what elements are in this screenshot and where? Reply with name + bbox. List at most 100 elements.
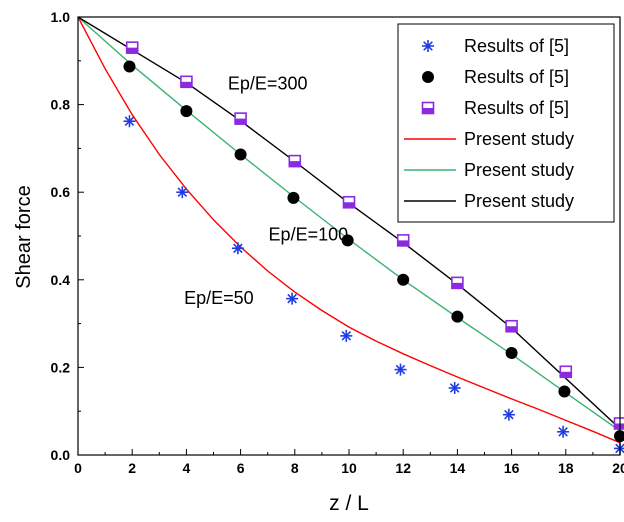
y-tick-label: 0.6 bbox=[51, 184, 71, 200]
data-point-s1-9 bbox=[614, 430, 624, 443]
annotations: Ep/E=300 Ep/E=100 Ep/E=50 bbox=[184, 73, 348, 308]
data-point-s0-6 bbox=[448, 381, 461, 394]
data-point-s1-2 bbox=[234, 148, 247, 161]
data-point-s0-4-stroke bbox=[341, 331, 352, 341]
y-tick-label: 0.8 bbox=[51, 97, 71, 113]
data-point-s1-8-dot bbox=[558, 385, 571, 398]
curve-annotation: Ep/E=300 bbox=[228, 73, 308, 93]
data-point-s1-4-dot bbox=[341, 234, 354, 247]
data-point-s2-9 bbox=[613, 417, 624, 430]
y-tick-label: 0.4 bbox=[51, 272, 71, 288]
data-point-s0-4 bbox=[340, 329, 353, 342]
x-tick-label: 20 bbox=[612, 460, 624, 476]
data-point-s1-9-dot bbox=[614, 430, 624, 443]
data-point-s1-7 bbox=[505, 346, 518, 359]
data-point-s2-4-fill bbox=[343, 202, 355, 208]
legend-label: Present study bbox=[464, 129, 574, 149]
curve-annotation: Ep/E=100 bbox=[269, 224, 349, 244]
legend-marker-key bbox=[421, 101, 435, 115]
legend-marker-key-stroke bbox=[423, 41, 433, 51]
data-point-s0-5-stroke bbox=[395, 364, 406, 375]
data-point-s1-7-dot bbox=[505, 346, 518, 359]
x-tick-label: 0 bbox=[74, 460, 82, 476]
y-axis-label: Shear force bbox=[13, 185, 35, 288]
data-point-s2-7 bbox=[505, 319, 518, 333]
data-point-s2-6-fill bbox=[451, 282, 463, 289]
data-point-s2-2-fill bbox=[235, 118, 247, 125]
data-point-s2-0 bbox=[125, 41, 139, 54]
legend-box bbox=[397, 23, 615, 223]
data-point-s0-0-stroke bbox=[124, 116, 135, 127]
y-tick-label: 0.2 bbox=[51, 359, 71, 375]
x-tick-label: 6 bbox=[237, 460, 245, 476]
series-line-3 bbox=[78, 17, 620, 444]
series-markers bbox=[123, 41, 624, 455]
y-tick-label: 0.0 bbox=[51, 447, 71, 463]
data-point-s2-9-fill bbox=[614, 423, 624, 429]
x-tick-label: 12 bbox=[395, 460, 411, 476]
curve-annotation: Ep/E=50 bbox=[184, 288, 254, 308]
data-point-s0-2 bbox=[231, 242, 244, 255]
data-point-s0-3-stroke bbox=[287, 293, 297, 304]
data-point-s2-4 bbox=[342, 195, 356, 209]
data-point-s1-1 bbox=[180, 105, 193, 118]
legend-label: Present study bbox=[464, 160, 574, 180]
data-point-s1-3-dot bbox=[287, 191, 300, 204]
legend-label: Results of [5] bbox=[464, 98, 569, 118]
data-point-s2-1 bbox=[180, 75, 193, 89]
legend-label: Results of [5] bbox=[464, 36, 569, 56]
data-point-s2-5 bbox=[396, 234, 410, 247]
data-point-s1-4 bbox=[341, 234, 354, 247]
data-point-s0-7 bbox=[502, 408, 515, 421]
data-point-s2-3-fill bbox=[289, 161, 301, 167]
legend-label: Results of [5] bbox=[464, 67, 569, 87]
data-point-s1-2-dot bbox=[234, 148, 247, 161]
x-tick-label: 4 bbox=[183, 460, 191, 476]
data-point-s2-3 bbox=[288, 154, 302, 168]
axes: 0 2 4 6 8 10 12 14 16 18 20 0.0 0.2 0.4 0.6 0.8 1.0 bbox=[51, 9, 624, 476]
data-point-s2-1-fill bbox=[180, 81, 192, 88]
data-point-s0-9 bbox=[614, 442, 624, 455]
legend-label: Present study bbox=[464, 191, 574, 211]
data-point-s0-0 bbox=[123, 115, 136, 128]
legend-marker-key-fill bbox=[422, 108, 434, 114]
data-point-s0-8 bbox=[557, 425, 570, 438]
data-point-s1-6 bbox=[451, 310, 464, 323]
data-point-s1-5-dot bbox=[397, 273, 410, 286]
x-tick-label: 8 bbox=[291, 460, 299, 476]
data-point-s1-5 bbox=[397, 273, 410, 286]
data-point-s2-8 bbox=[559, 365, 573, 379]
data-point-s1-3 bbox=[287, 191, 300, 204]
data-point-s2-7-fill bbox=[506, 326, 518, 332]
data-point-s2-5-fill bbox=[397, 240, 409, 246]
x-tick-label: 16 bbox=[504, 460, 520, 476]
data-point-s0-3 bbox=[286, 292, 299, 305]
x-tick-label: 14 bbox=[450, 460, 466, 476]
x-tick-label: 18 bbox=[558, 460, 574, 476]
data-point-s0-8-stroke bbox=[558, 426, 568, 437]
legend-marker-key bbox=[422, 71, 434, 83]
data-point-s2-6 bbox=[451, 276, 464, 290]
data-point-s1-1-dot bbox=[180, 105, 193, 118]
legend: Results of [5] Results of [5] Results of [… bbox=[397, 23, 615, 223]
x-tick-label: 10 bbox=[341, 460, 357, 476]
data-point-s1-8 bbox=[558, 385, 571, 398]
legend-marker-key bbox=[422, 40, 434, 52]
data-point-s1-0-dot bbox=[123, 60, 136, 73]
data-point-s2-8-fill bbox=[560, 371, 572, 378]
data-point-s0-5 bbox=[394, 363, 407, 376]
data-point-s1-0 bbox=[123, 60, 136, 73]
legend-marker-key-dot bbox=[422, 71, 434, 83]
data-point-s0-1-stroke bbox=[177, 187, 188, 198]
data-point-s0-2-stroke bbox=[233, 243, 243, 254]
data-point-s0-6-stroke bbox=[449, 383, 460, 393]
data-point-s0-1 bbox=[176, 186, 189, 199]
data-point-s2-0-fill bbox=[126, 47, 138, 54]
x-tick-label: 2 bbox=[128, 460, 136, 476]
data-point-s2-2 bbox=[234, 112, 247, 125]
x-axis-label: z / L bbox=[329, 492, 369, 515]
data-point-s1-6-dot bbox=[451, 310, 464, 323]
y-tick-label: 1.0 bbox=[51, 9, 71, 25]
data-point-s0-7-stroke bbox=[504, 409, 514, 420]
